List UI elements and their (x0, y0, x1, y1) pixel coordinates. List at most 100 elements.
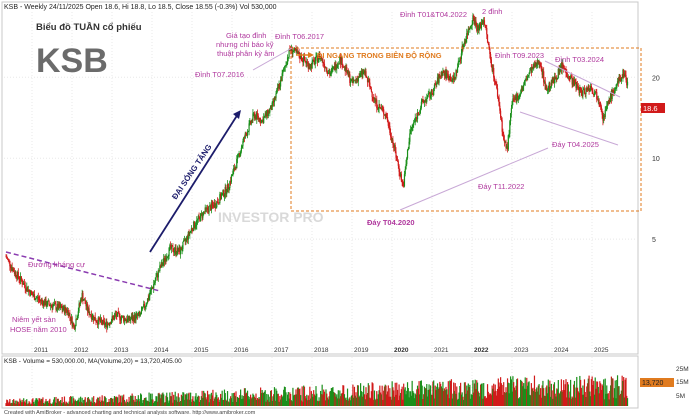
volume-bar (146, 400, 149, 406)
volume-bar (593, 380, 595, 406)
candle-body (77, 311, 79, 317)
candle-body (486, 34, 489, 43)
candle-body (170, 245, 172, 249)
candle-body (175, 247, 177, 254)
candle-body (123, 316, 125, 322)
volume-bar (505, 387, 507, 406)
volume-bar (613, 397, 615, 406)
candle-body (477, 25, 479, 31)
volume-bar (57, 398, 59, 406)
candle-body (562, 62, 564, 68)
volume-bar (344, 398, 346, 406)
volume-bar (456, 386, 458, 406)
volume-bar (296, 387, 299, 406)
volume-bar (164, 402, 166, 406)
candle-body (273, 100, 275, 103)
candle-body (93, 316, 96, 321)
volume-bar (498, 382, 500, 406)
candle-body (62, 309, 64, 311)
volume-bar (34, 400, 36, 406)
volume-bar (58, 401, 60, 406)
candle-body (60, 305, 62, 308)
candle-body (337, 63, 339, 65)
candle-body (196, 219, 198, 226)
volume-bar (491, 385, 493, 406)
volume-bar (483, 383, 485, 406)
volume-bar (355, 392, 357, 406)
volume-bar (410, 391, 412, 406)
volume-bar (383, 386, 386, 406)
volume-bar (133, 401, 136, 406)
volume-bar (124, 401, 126, 406)
candle-body (43, 301, 45, 306)
candle-body (530, 67, 532, 73)
volume-bar (538, 384, 540, 406)
candle-body (353, 79, 355, 83)
candle-body (604, 110, 606, 118)
volume-bar (36, 398, 38, 406)
volume-bar (267, 394, 269, 406)
candle-body (539, 61, 541, 65)
candle-body (570, 76, 572, 78)
volume-bar (403, 383, 405, 406)
candle-body (313, 59, 315, 61)
volume-bar (13, 403, 16, 406)
volume-bar (310, 398, 312, 406)
volume-bar (220, 397, 222, 406)
volume-bar (90, 401, 92, 406)
volume-bar (26, 399, 28, 406)
volume-bar (619, 395, 621, 406)
volume-bar (252, 393, 254, 406)
volume-bar (180, 394, 182, 406)
candle-body (238, 153, 240, 154)
volume-bar (68, 401, 70, 406)
volume-bar (308, 399, 310, 406)
volume-bar (422, 398, 424, 406)
candle-body (360, 71, 362, 74)
volume-bar (59, 401, 61, 406)
volume-bar (60, 400, 62, 406)
divergence-label-3: thuật phân kỳ âm (217, 49, 275, 58)
volume-bar (114, 397, 116, 406)
volume-bar (53, 397, 56, 406)
volume-bar (560, 391, 562, 406)
candle-body (253, 113, 255, 114)
volume-label: KSB - Volume = 530,000.00, MA(Volume,20)… (4, 358, 182, 365)
volume-bar (53, 399, 55, 406)
volume-bar (151, 393, 153, 406)
volume-bar (249, 396, 251, 406)
candle-body (448, 79, 450, 81)
candle-body (53, 304, 55, 306)
volume-bar (426, 396, 429, 406)
candle-body (316, 55, 319, 63)
candle-body (206, 207, 209, 210)
volume-bar (386, 391, 389, 406)
candle-body (322, 58, 324, 64)
candle-body (140, 310, 142, 315)
candle-body (50, 305, 52, 306)
volume-bar (154, 400, 156, 406)
candle-body (443, 72, 446, 76)
volume-bar (443, 390, 445, 406)
volume-bar (374, 400, 376, 406)
candle-body (103, 320, 106, 326)
volume-bar (16, 401, 19, 406)
volume-bar (49, 398, 51, 406)
volume-bar (407, 387, 409, 406)
candle-body (384, 114, 386, 116)
candle-body (42, 301, 44, 306)
volume-bar (470, 398, 472, 406)
volume-bar (490, 393, 492, 406)
candle-body (353, 79, 356, 81)
candle-body (130, 316, 132, 319)
volume-bar (583, 379, 586, 406)
candle-body (245, 133, 247, 135)
candle-body (411, 126, 413, 128)
candle-body (222, 190, 224, 194)
candle-body (499, 105, 501, 111)
candle-body (408, 141, 410, 149)
candle-body (476, 25, 478, 31)
candle-body (154, 280, 156, 283)
candle-body (368, 80, 370, 83)
